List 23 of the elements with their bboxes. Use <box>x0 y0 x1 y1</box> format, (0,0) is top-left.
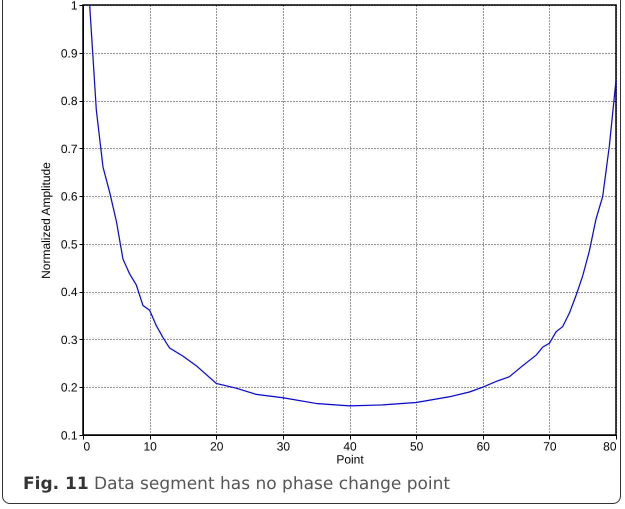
y-tick-label: 0.2 <box>60 380 78 395</box>
x-tick-label: 0 <box>84 440 90 454</box>
y-tick-label: 0.1 <box>60 428 78 442</box>
y-tick-label: 0.8 <box>60 94 78 108</box>
line-series <box>89 4 617 406</box>
x-tick-label: 40 <box>343 440 357 454</box>
x-tick-label: 70 <box>543 440 557 454</box>
caption: Fig. 11 Data segment has no phase change point <box>23 474 450 494</box>
y-tick-label: 0.7 <box>60 142 78 156</box>
x-tick-label: 60 <box>476 440 490 454</box>
x-axis-title: Point <box>336 452 364 466</box>
y-tick-label: 0.5 <box>60 237 78 252</box>
y-axis-title: Normalized Amplitude <box>38 162 53 279</box>
x-tick-label: 80 <box>603 440 617 454</box>
y-tick-label: 0.9 <box>60 46 78 60</box>
x-tick-label: 30 <box>276 440 290 454</box>
x-tick-label: 20 <box>210 440 224 454</box>
x-tick-label: 10 <box>143 440 158 454</box>
y-tick-label: 0.6 <box>60 190 78 204</box>
y-tick-label: 0.3 <box>60 332 78 347</box>
y-tick-label: 0.4 <box>60 285 78 300</box>
x-tick-label: 50 <box>410 440 424 454</box>
y-tick-label: 1 <box>70 0 78 12</box>
